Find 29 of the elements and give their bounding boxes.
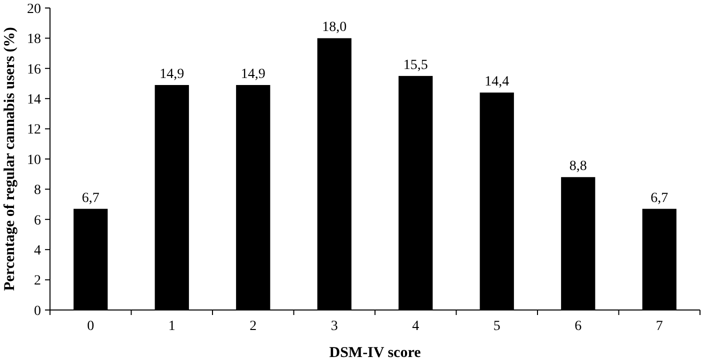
data-label: 14,4 — [484, 74, 510, 90]
x-tick-label: 3 — [330, 319, 338, 334]
data-label: 6,7 — [82, 190, 100, 206]
data-label: 14,9 — [160, 67, 184, 82]
y-tick-label: 14 — [27, 92, 41, 108]
y-tick-label: 0 — [34, 304, 41, 319]
x-axis-title: DSM-IV score — [329, 345, 422, 361]
y-tick-label: 2 — [34, 274, 41, 289]
data-label: 18,0 — [322, 20, 347, 36]
x-tick-label: 7 — [656, 319, 663, 334]
y-tick-label: 16 — [27, 62, 41, 78]
x-tick-label: 5 — [493, 319, 500, 334]
data-label: 6,7 — [650, 190, 668, 206]
data-label: 14,9 — [240, 67, 266, 82]
x-tick-label: 6 — [574, 319, 582, 334]
y-tick-label: 12 — [27, 122, 41, 138]
y-tick-label: 4 — [34, 244, 41, 258]
x-tick-label: 2 — [250, 319, 257, 334]
y-tick-label: 8 — [34, 183, 41, 198]
y-tick-label: 6 — [34, 213, 41, 228]
y-tick-label: 18 — [27, 32, 41, 48]
data-label: 15,5 — [403, 58, 428, 73]
x-tick-label: 0 — [87, 319, 94, 334]
data-label: 8,8 — [569, 159, 587, 174]
x-tick-label: 4 — [412, 319, 420, 334]
y-axis-title: Percentage of regular cannabis users (%) — [2, 27, 18, 291]
x-tick-label: 1 — [168, 319, 176, 334]
y-tick-label: 20 — [27, 2, 41, 17]
y-tick-label: 10 — [27, 152, 41, 168]
